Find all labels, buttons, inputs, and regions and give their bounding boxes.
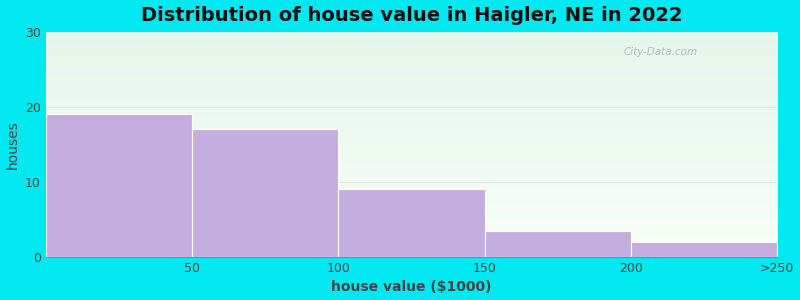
Bar bbox=[338, 189, 485, 257]
Bar bbox=[192, 129, 338, 257]
Text: City-Data.com: City-Data.com bbox=[624, 47, 698, 57]
Y-axis label: houses: houses bbox=[6, 120, 19, 169]
Bar bbox=[46, 114, 192, 257]
Bar bbox=[485, 231, 631, 257]
Bar bbox=[631, 242, 778, 257]
Title: Distribution of house value in Haigler, NE in 2022: Distribution of house value in Haigler, … bbox=[141, 6, 682, 25]
X-axis label: house value ($1000): house value ($1000) bbox=[331, 280, 492, 294]
